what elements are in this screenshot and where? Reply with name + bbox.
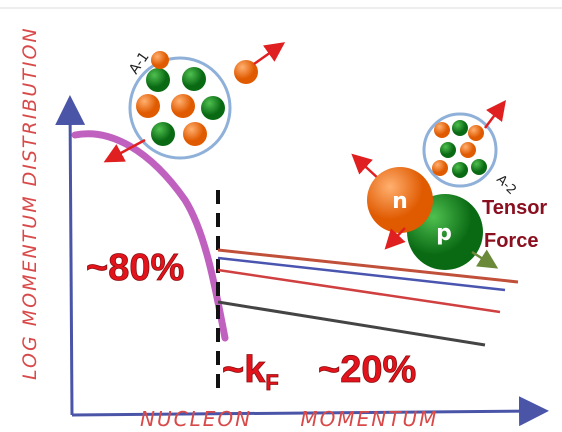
low-momentum-curve — [71, 130, 229, 342]
tail-line — [217, 256, 506, 292]
neutron-label: n — [392, 189, 408, 214]
nucleus-label: A-2 — [493, 172, 519, 198]
tail-line — [217, 268, 501, 314]
y-axis-label: LOG MOMENTUM DISTRIBUTION — [19, 26, 41, 380]
x-axis-label: NUCLEON MOMENTUM — [140, 407, 438, 431]
force-label: Tensor — [482, 197, 547, 219]
neutron — [367, 167, 433, 233]
proton-label: p — [436, 221, 452, 246]
high-share: ~20% — [318, 349, 416, 391]
tail-line — [217, 300, 486, 347]
fermi-mark: ~kF — [222, 349, 279, 395]
force-label: Force — [484, 230, 538, 252]
fermi-k: ~k — [222, 349, 266, 391]
x-axis — [71, 396, 549, 427]
tail-line — [217, 248, 519, 284]
fermi-sub: F — [265, 370, 278, 395]
low-share: ~80% — [86, 247, 184, 289]
y-axis — [55, 95, 86, 416]
